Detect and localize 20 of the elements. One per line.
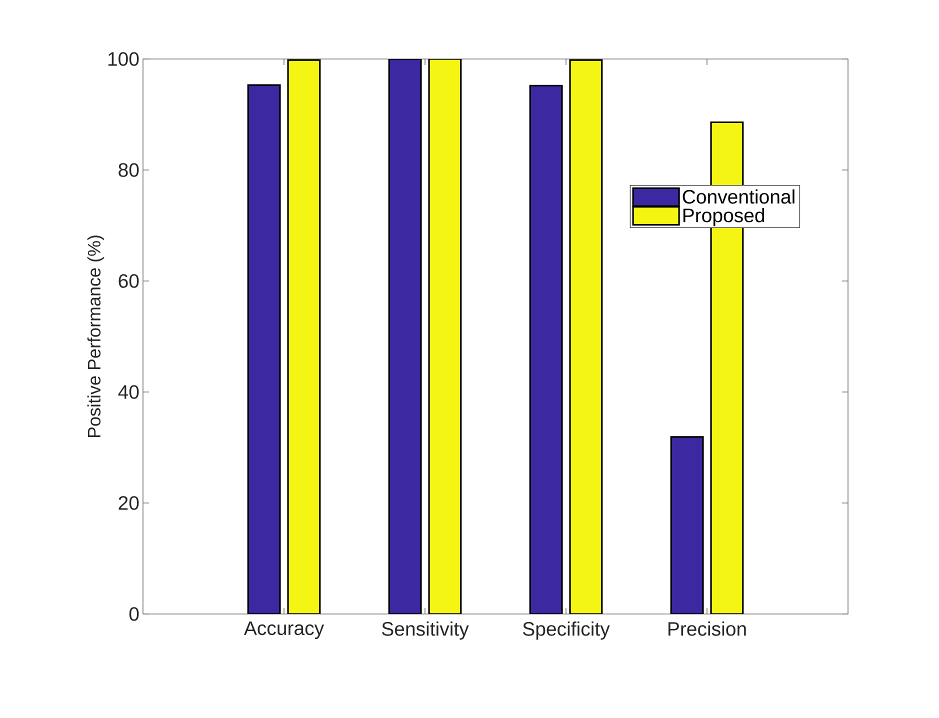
legend-label: Proposed <box>683 208 764 226</box>
y-tick-label: 60 <box>118 274 139 288</box>
bar <box>529 84 563 614</box>
y-tick-label: 100 <box>108 52 139 66</box>
x-tick-label: Sensitivity <box>382 622 469 640</box>
bar <box>287 59 321 614</box>
bar <box>569 59 603 614</box>
bar <box>670 436 704 614</box>
y-tick-label: 40 <box>118 385 139 399</box>
y-tick-label: 20 <box>118 496 139 510</box>
bar <box>247 84 281 614</box>
bar <box>388 58 422 614</box>
bar <box>428 58 462 614</box>
y-tick-label: 80 <box>118 163 139 177</box>
x-tick-label: Specificity <box>523 622 610 640</box>
x-tick-label: Precision <box>668 622 746 636</box>
x-tick-label: Accuracy <box>244 622 324 639</box>
legend-label: Conventional <box>682 189 794 204</box>
y-axis-title: Positive Performance (%) <box>87 236 104 438</box>
y-tick-label: 0 <box>129 607 139 621</box>
